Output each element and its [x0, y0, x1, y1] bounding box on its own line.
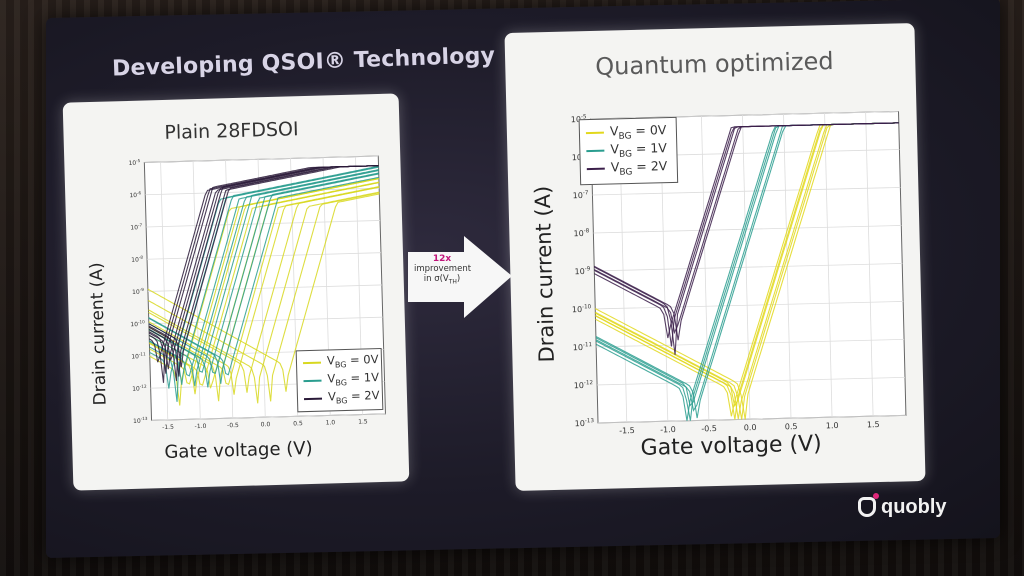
arrow-shape [408, 236, 512, 318]
legend-swatch [303, 397, 323, 401]
quobly-logo: quobly [858, 493, 947, 519]
y-gridline [596, 339, 905, 348]
y-tick-label: 10-13 [575, 418, 595, 428]
x-tick-label: 0.0 [744, 423, 757, 432]
series-curve [593, 122, 899, 341]
x-tick-label: 1.0 [826, 421, 839, 430]
x-tick-label: 0.0 [261, 421, 271, 428]
improvement-arrow: 12x improvement in σ(VTH) [408, 236, 518, 322]
y-tick-label: 10-12 [132, 384, 147, 393]
y-tick-label: 10-12 [574, 380, 594, 390]
y-tick-exponent: -5 [136, 158, 141, 163]
y-tick-label: 10-7 [573, 190, 589, 200]
y-tick-exponent: -9 [585, 266, 591, 272]
legend-swatch [586, 167, 605, 171]
series-curve [149, 177, 379, 395]
x-axis-label: Gate voltage (V) [164, 437, 313, 464]
chart-panel-quantum-optimized: Quantum optimized -1.5 -1.0 -0.5 0.0 0.5 1.0 1… [504, 23, 926, 491]
chart-left-svg: -1.5 -1.0 -0.5 0.0 0.5 1.0 1.5 10-13 10-12 10-11 1… [128, 155, 386, 431]
chart-panel-plain-28fdsoi: Plain 28FDSOI -1.5 -1.0 -0.5 0.0 0.5 1.0 1.5 10… [62, 93, 410, 491]
y-tick-exponent: -10 [138, 319, 145, 324]
series-curve [148, 172, 379, 384]
arrow-label: 12x improvement in σ(VTH) [414, 254, 472, 286]
y-gridline [594, 263, 903, 272]
x-tick-label: 1.5 [867, 420, 880, 429]
legend-item-vbg-1v: VBG = 1V [297, 369, 381, 389]
y-tick-label: 10-6 [129, 190, 141, 199]
y-gridline [147, 252, 381, 260]
x-tick-label: 0.5 [293, 420, 303, 427]
y-gridline [597, 376, 906, 386]
legend-item-vbg-1v: VBG = 1V [580, 139, 676, 160]
y-tick-exponent: -12 [140, 384, 147, 389]
x-tick-label: -0.5 [701, 424, 717, 433]
y-tick-exponent: -9 [140, 287, 145, 292]
y-tick-exponent: -7 [138, 222, 143, 227]
y-tick-exponent: -7 [583, 190, 589, 196]
legend-item-vbg-0v: VBG = 0V [580, 121, 676, 142]
x-tick-label: -0.5 [227, 422, 239, 429]
y-tick-exponent: -13 [141, 416, 148, 421]
series-curve [147, 192, 380, 402]
y-tick-exponent: -8 [139, 255, 144, 260]
quobly-logo-icon [858, 493, 879, 517]
series-curve [148, 176, 379, 376]
x-tick-label: -1.5 [162, 424, 174, 431]
y-tick-label: 10-11 [131, 351, 146, 360]
legend-item-vbg-0v: VBG = 0V [297, 351, 381, 371]
y-gridline [592, 187, 901, 196]
y-tick-exponent: -11 [583, 342, 593, 348]
logo-text: quobly [881, 496, 947, 518]
series-curve [148, 186, 380, 395]
y-tick-label: 10-9 [574, 266, 590, 276]
y-tick-exponent: -10 [582, 304, 592, 310]
x-tick-label: -1.5 [619, 426, 635, 435]
y-tick-label: 10-8 [131, 255, 143, 264]
y-tick-exponent: -12 [584, 380, 593, 386]
legend-item-vbg-2v: VBG = 2V [298, 387, 382, 407]
y-axis-label: Drain current (A) [86, 262, 111, 406]
y-axis-label: Drain current (A) [530, 185, 559, 363]
legend-item-vbg-2v: VBG = 2V [581, 157, 677, 178]
y-gridline [151, 413, 386, 421]
y-tick-exponent: -11 [139, 351, 146, 356]
y-tick-exponent: -6 [137, 190, 142, 195]
y-tick-label: 10-8 [573, 228, 589, 238]
x-tick-label: -1.0 [195, 423, 207, 430]
x-tick-label: 0.5 [785, 422, 798, 431]
legend-swatch [303, 379, 322, 383]
y-gridline [145, 187, 380, 196]
improvement-factor: 12x [432, 254, 452, 264]
x-tick-label: -1.0 [660, 425, 676, 434]
plot-area: -1.5 -1.0 -0.5 0.0 0.5 1.0 1.5 10-13 10-12 10-11 1… [571, 110, 907, 435]
y-tick-label: 10-10 [130, 319, 145, 328]
y-tick-exponent: -13 [585, 418, 595, 424]
chart-right-svg: -1.5 -1.0 -0.5 0.0 0.5 1.0 1.5 10-13 10-12 10-11 1… [571, 110, 907, 435]
x-axis-label: Gate voltage (V) [640, 431, 822, 461]
y-tick-exponent: -5 [581, 114, 587, 120]
y-tick-exponent: -8 [584, 228, 590, 234]
y-gridline [147, 284, 382, 292]
legend-swatch [586, 149, 605, 153]
y-tick-label: 10-7 [130, 222, 142, 231]
legend: VBG = 0V VBG = 1V VBG = 2V [578, 116, 679, 186]
x-tick-label: 1.5 [358, 418, 368, 425]
y-tick-label: 10-10 [572, 304, 592, 314]
legend: VBG = 0V VBG = 1V VBG = 2V [295, 347, 384, 413]
y-gridline [593, 225, 902, 234]
series-curve [148, 165, 379, 368]
y-tick-label: 10-13 [133, 416, 148, 425]
x-tick-label: 1.0 [326, 419, 336, 426]
y-gridline [144, 155, 379, 163]
y-tick-label: 10-5 [128, 158, 140, 167]
y-tick-label: 10-11 [573, 342, 593, 352]
y-gridline [595, 301, 904, 310]
y-gridline [598, 414, 906, 424]
legend-swatch [585, 131, 604, 135]
y-tick-label: 10-9 [132, 287, 144, 296]
legend-swatch [302, 361, 322, 365]
